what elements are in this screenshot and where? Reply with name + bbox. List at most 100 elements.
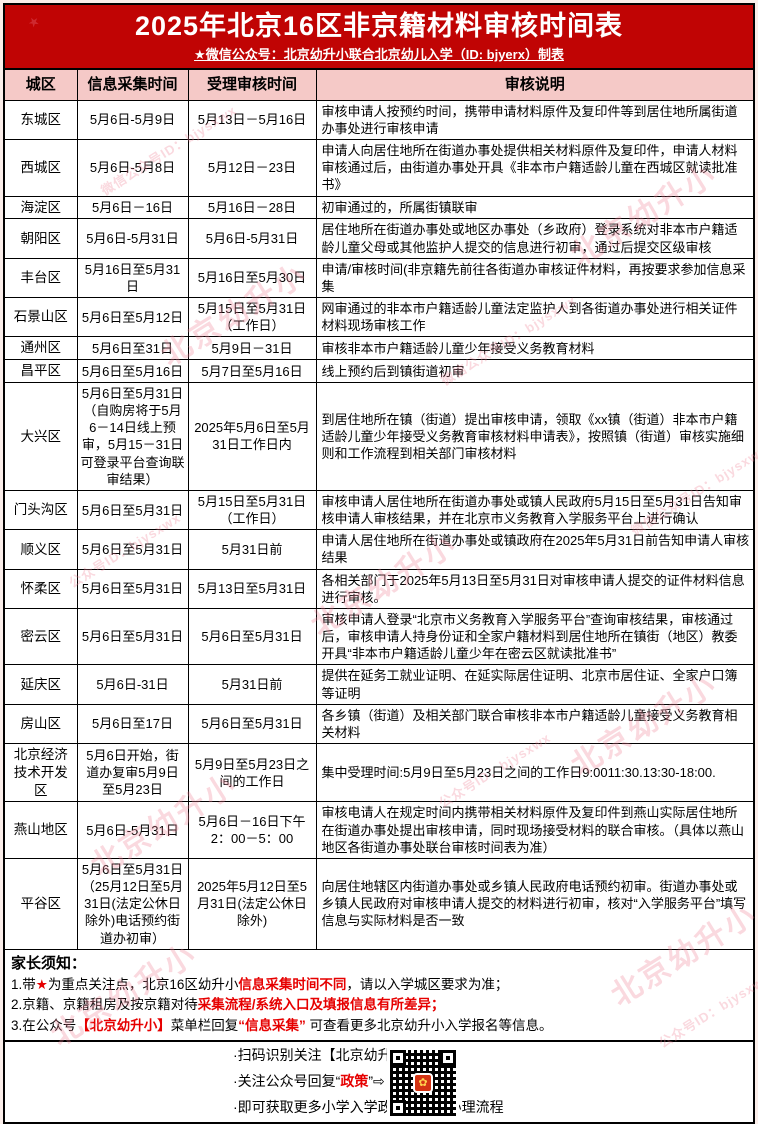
notes-heading: 家长须知： bbox=[11, 954, 87, 972]
qr-center-logo: ✿ bbox=[413, 1072, 433, 1093]
note1-text: 1.带 bbox=[11, 977, 36, 993]
qr-finder-icon bbox=[440, 1049, 456, 1066]
collect-time-cell: 5月6日开始，街道办复审5月9日至5月23日 bbox=[76, 742, 189, 803]
review-desc-cell: 审核非本市户籍适龄儿童少年接受义务教育材料 bbox=[315, 336, 753, 361]
bullet2-text: ·关注公众号回复“ bbox=[233, 1072, 341, 1089]
header-district: 城区 bbox=[5, 68, 78, 101]
collect-time-cell: 5月6日至5月31日 bbox=[76, 607, 189, 666]
collect-time-cell: 5月6日-5月31日 bbox=[76, 218, 189, 259]
collect-time-cell: 5月6日至5月31日 bbox=[76, 489, 189, 531]
district-cell: 门头沟区 bbox=[5, 489, 78, 531]
table-row: 北京经济技术开发区 5月6日开始，街道办复审5月9日至5月23日 5月9日至5月… bbox=[5, 742, 753, 803]
table-row: 延庆区 5月6日-31日 5月31日前 提供在延务工就业证明、在延实际居住证明、… bbox=[5, 664, 753, 705]
review-time-cell: 5月6日－16日下午2：00－5：00 bbox=[187, 801, 317, 859]
table-row: 房山区 5月6日至17日 5月6日至5月31日 各乡镇（街道）及相关部门联合审核… bbox=[5, 703, 753, 744]
poster-sheet: 2025年北京16区非京籍材料审核时间表 ★微信公众号：北京幼升小联合北京幼儿入… bbox=[3, 3, 755, 1124]
district-cell: 大兴区 bbox=[5, 382, 78, 491]
collect-time-cell: 5月6日至5月31日 bbox=[76, 568, 189, 609]
table-row: 石景山区 5月6日至5月12日 5月15日至5月31日（工作日） 网审通过的非本… bbox=[5, 297, 753, 338]
page-title: 2025年北京16区非京籍材料审核时间表 bbox=[134, 11, 624, 41]
collect-time-cell: 5月6日至5月31日（自购房将于5月6－14日线上预审，5月15－31日可登录平… bbox=[76, 382, 189, 491]
collect-time-cell: 5月6日至5月31日 bbox=[76, 529, 189, 570]
review-time-cell: 5月9日至5月23日之间的工作日 bbox=[187, 742, 317, 803]
table-row: 丰台区 5月16日至5月31日 5月16日至5月30日 申请/审核时间(非京籍先… bbox=[5, 257, 753, 299]
table-header-row: 城区 信息采集时间 受理审核时间 审核说明 bbox=[5, 68, 753, 101]
review-time-cell: 5月31日前 bbox=[187, 529, 317, 570]
review-time-cell: 5月16日－28日 bbox=[187, 195, 317, 220]
table-row: 平谷区 5月6日至5月31日（25月12日至5月31日(法定公休日除外)电话预约… bbox=[5, 857, 753, 950]
table-row: 昌平区 5月6日至5月16日 5月7日至5月16日 线上预约后到镇街道初审 bbox=[5, 359, 753, 383]
table-row: 西城区 5月6日-5月8日 5月12日－23日 申请人向居住地所在街道办事处提供… bbox=[5, 139, 753, 197]
district-cell: 延庆区 bbox=[5, 664, 78, 705]
review-schedule-table: 城区 信息采集时间 受理审核时间 审核说明 东城区 5月6日-5月9日 5月13… bbox=[5, 68, 753, 950]
review-time-cell: 2025年5月6日至5月31日工作日内 bbox=[187, 382, 317, 491]
district-cell: 海淀区 bbox=[5, 195, 78, 220]
district-cell: 北京经济技术开发区 bbox=[5, 742, 78, 803]
review-desc-cell: 向居住地辖区内街道办事处或乡镇人民政府电话预约初审。街道办事处或乡镇人民政府对审… bbox=[315, 857, 753, 950]
qr-finder-icon bbox=[390, 1049, 406, 1066]
note1-highlight: 信息采集时间不同 bbox=[238, 977, 347, 993]
collect-time-cell: 5月6日-5月8日 bbox=[76, 139, 189, 197]
table-row: 朝阳区 5月6日-5月31日 5月6日-5月31日 居住地所在街道办事处或地区办… bbox=[5, 218, 753, 259]
collect-time-cell: 5月6日至5月12日 bbox=[76, 297, 189, 338]
table-row: 顺义区 5月6日至5月31日 5月31日前 申请人居住地所在街道办事处或镇政府在… bbox=[5, 529, 753, 570]
collect-time-cell: 5月16日至5月31日 bbox=[76, 257, 189, 299]
table-row: 通州区 5月6日至31日 5月9日－31日 审核非本市户籍适龄儿童少年接受义务教… bbox=[5, 336, 753, 361]
review-time-cell: 5月12日－23日 bbox=[187, 139, 317, 197]
note2-highlight: 采集流程/系统入口及填报信息有所差异； bbox=[197, 997, 445, 1013]
collect-time-cell: 5月6日－16日 bbox=[76, 195, 189, 220]
collect-time-cell: 5月6日至5月16日 bbox=[76, 359, 189, 383]
review-time-cell: 5月13日至5月31日 bbox=[187, 568, 317, 609]
review-time-cell: 5月6日至5月31日 bbox=[187, 607, 317, 666]
account-name: 【北京幼升小】 bbox=[76, 1017, 171, 1033]
review-desc-cell: 申请/审核时间(非京籍先前往各街道办审核证件材料，再按要求参加信息采集 bbox=[315, 257, 753, 299]
table-row: 怀柔区 5月6日至5月31日 5月13日至5月31日 各相关部门于2025年5月… bbox=[5, 568, 753, 609]
collect-time-cell: 5月6日至31日 bbox=[76, 336, 189, 361]
district-cell: 房山区 bbox=[5, 703, 78, 744]
review-desc-cell: 各相关部门于2025年5月13日至5月31日对审核申请人提交的证件材料信息进行审… bbox=[315, 568, 753, 609]
district-cell: 燕山地区 bbox=[5, 801, 78, 859]
note3-text: 3.在公众号 bbox=[11, 1017, 77, 1033]
review-time-cell: 5月6日至5月31日 bbox=[187, 703, 317, 744]
parent-notes: 家长须知： 1.带★为重点关注点，北京16区幼升小信息采集时间不同，请以入学城区… bbox=[5, 949, 753, 1040]
review-desc-cell: 审核申请人居住地所在街道办事处或镇人民政府5月15日至5月31日告知审核申请人审… bbox=[315, 489, 753, 531]
review-desc-cell: 网审通过的非本市户籍适龄儿童法定监护人到各街道办事处进行相关证件材料现场审核工作 bbox=[315, 297, 753, 338]
table-row: 密云区 5月6日至5月31日 5月6日至5月31日 审核申请人登录“北京市义务教… bbox=[5, 607, 753, 666]
review-desc-cell: 集中受理时间:5月9日至5月23日之间的工作日9:0011:30.13:30-1… bbox=[315, 742, 753, 803]
footer-bullet-1: ·扫码识别关注【北京幼升小】 bbox=[233, 1047, 420, 1064]
review-desc-cell: 审核申请人按预约时间，携带申请材料原件及复印件等到居住地所属街道办事处进行审核申… bbox=[315, 99, 753, 141]
review-time-cell: 5月16日至5月30日 bbox=[187, 257, 317, 299]
header-review-desc: 审核说明 bbox=[315, 68, 753, 101]
review-time-cell: 5月6日-5月31日 bbox=[187, 218, 317, 259]
review-desc-cell: 申请人居住地所在街道办事处或镇政府在2025年5月31日前告知申请人审核结果 bbox=[315, 529, 753, 570]
page-subtitle: ★微信公众号：北京幼升小联合北京幼儿入学（ID: bjyerx）制表 bbox=[194, 47, 564, 63]
review-time-cell: 5月7日至5月16日 bbox=[187, 359, 317, 383]
footer-bullet-3: ·即可获取更多小学入学政策要求及办理流程 bbox=[233, 1098, 504, 1115]
district-cell: 平谷区 bbox=[5, 857, 78, 950]
review-desc-cell: 审核申请人登录“北京市义务教育入学服务平台”查询审核结果，审核通过后，审核申请人… bbox=[315, 607, 753, 666]
table-row: 大兴区 5月6日至5月31日（自购房将于5月6－14日线上预审，5月15－31日… bbox=[5, 382, 753, 491]
table-row: 海淀区 5月6日－16日 5月16日－28日 初审通过的，所属街镇联审 bbox=[5, 195, 753, 220]
table-row: 燕山地区 5月6日-5月31日 5月6日－16日下午2：00－5：00 审核电请… bbox=[5, 801, 753, 859]
district-cell: 顺义区 bbox=[5, 529, 78, 570]
collect-time-cell: 5月6日-5月31日 bbox=[76, 801, 189, 859]
header-review-time: 受理审核时间 bbox=[187, 68, 317, 101]
district-cell: 丰台区 bbox=[5, 257, 78, 299]
right-arrow-icon: ”⇨ bbox=[368, 1072, 385, 1089]
district-cell: 昌平区 bbox=[5, 359, 78, 383]
footer-section: ·扫码识别关注【北京幼升小】 ·关注公众号回复“政策”⇨ ·即可获取更多小学入学… bbox=[5, 1039, 753, 1122]
note3-text: 菜单栏回复 bbox=[170, 1017, 239, 1033]
review-time-cell: 5月15日至5月31日（工作日） bbox=[187, 297, 317, 338]
title-banner: 2025年北京16区非京籍材料审核时间表 ★微信公众号：北京幼升小联合北京幼儿入… bbox=[5, 5, 753, 69]
qr-code: ✿ bbox=[387, 1046, 459, 1119]
header-collect-time: 信息采集时间 bbox=[76, 68, 189, 101]
district-cell: 通州区 bbox=[5, 336, 78, 361]
review-desc-cell: 各乡镇（街道）及相关部门联合审核非本市户籍适龄儿童接受义务教育相关材料 bbox=[315, 703, 753, 744]
bullet2-keyword: 政策 bbox=[340, 1072, 369, 1089]
table-row: 东城区 5月6日-5月9日 5月13日－5月16日 审核申请人按预约时间，携带申… bbox=[5, 99, 753, 141]
review-time-cell: 5月15日至5月31日（工作日） bbox=[187, 489, 317, 531]
district-cell: 东城区 bbox=[5, 99, 78, 141]
review-time-cell: 5月9日－31日 bbox=[187, 336, 317, 361]
review-time-cell: 2025年5月12日至5月31日(法定公休日除外) bbox=[187, 857, 317, 950]
review-desc-cell: 居住地所在街道办事处或地区办事处（乡政府）登录系统对非本市户籍适龄儿童父母或其他… bbox=[315, 218, 753, 259]
